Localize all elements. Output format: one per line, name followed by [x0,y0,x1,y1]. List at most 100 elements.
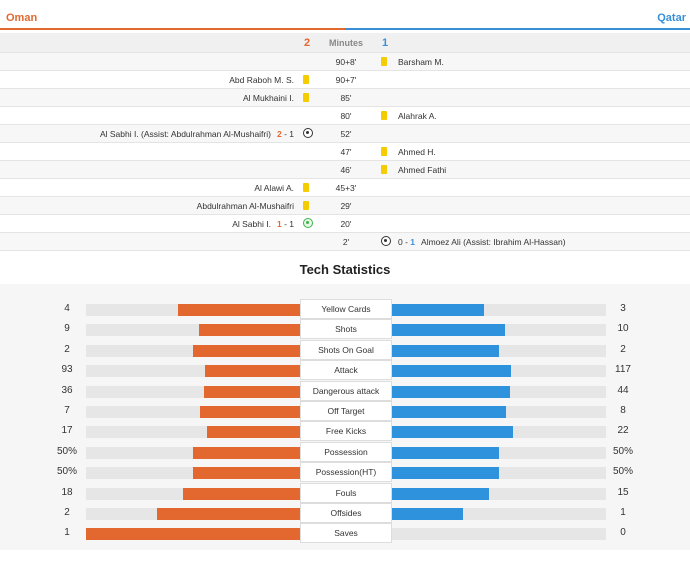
running-score: 0 - 1 [398,237,415,247]
home-stat-bar [183,487,300,500]
goal-ball-icon [303,128,313,138]
stat-row: 50% Possession 50% [0,441,690,462]
player-name[interactable]: Al Sabhi I. [232,219,271,229]
stat-label: Fouls [300,482,392,503]
player-name[interactable]: Al Mukhaini I. [242,93,294,103]
event-minute: 45+3' [335,183,357,193]
away-stat-track [392,528,606,541]
away-event-player[interactable]: Ahmed H. [398,147,436,157]
home-stat-track [86,528,300,541]
event-minute: 52' [340,129,352,139]
home-event-player[interactable]: Al Mukhaini I. [243,93,294,103]
home-stat-bar [177,304,300,316]
away-final-score: 1 [382,37,389,49]
player-name[interactable]: Abdulrahman Al-Mushaifri [196,201,294,211]
yellow-card-icon [381,111,387,120]
events-header: 2 Minutes 1 [0,33,690,53]
player-name[interactable]: Alahrak A. [398,111,437,121]
event-row: 46' Ahmed Fathi [0,161,690,179]
player-name[interactable]: Barsham M. [398,57,444,67]
stat-label: Saves [300,523,392,544]
away-stat-value: 3 [620,303,626,314]
running-score-home: 0 [398,237,403,247]
event-minute: 2' [342,237,350,247]
event-row: 80' Alahrak A. [0,107,690,125]
event-row: 2' 0 - 1 Almoez Ali (Assist: Ibrahim Al-Ha… [0,233,690,251]
home-event-icon-slot [303,93,309,104]
match-events-list: 2 Minutes 1 90+8' Barsham M. 90+7' Abd Rabo… [0,33,690,251]
away-stat-bar [392,487,490,500]
goal-ball-icon [381,236,391,246]
player-name[interactable]: Ahmed Fathi [398,165,447,175]
away-event-player[interactable]: Barsham M. [398,57,444,67]
away-stat-bar [392,508,464,520]
away-event-icon-slot [381,236,391,249]
home-stat-value: 7 [64,405,70,416]
away-team-underline [345,28,690,30]
yellow-card-icon [381,57,387,66]
home-stat-track [86,508,300,520]
home-event-player[interactable]: Al Sabhi I. 1 - 1 [232,219,294,229]
home-event-player[interactable]: Al Alawi A. [254,183,294,193]
event-minute: 29' [340,201,352,211]
home-event-player[interactable]: Abdulrahman Al-Mushaifri [197,201,294,211]
home-stat-bar [198,324,300,337]
stat-label: Attack [300,360,392,381]
away-stat-bar [392,365,512,378]
stat-label: Dangerous attack [300,380,392,401]
away-stat-value: 2 [620,343,626,355]
home-event-icon-slot [303,201,309,212]
running-score-home: 1 [276,219,282,229]
away-stat-track [392,365,606,378]
home-stat-bar [193,446,300,459]
minutes-header: Minutes [328,38,363,48]
away-team-name[interactable]: Qatar [657,12,686,24]
home-stat-value: 17 [61,425,73,437]
event-row: 85' Al Mukhaini I. [0,89,690,107]
stat-label: Possession [300,441,392,462]
player-name[interactable]: Al Alawi A. [254,183,294,193]
stat-label: Free Kicks [300,421,392,442]
home-stat-bar [86,528,300,541]
away-stat-bar [392,304,484,316]
home-stat-bar [193,344,300,357]
away-event-player[interactable]: 0 - 1 Almoez Ali (Assist: Ibrahim Al-Hass… [398,237,566,247]
stat-row: 50% Possession(HT) 50% [0,461,690,483]
team-header: Oman Qatar [0,0,690,30]
event-row: 20' Al Sabhi I. 1 - 1 [0,215,690,233]
away-event-player[interactable]: Alahrak A. [398,111,437,121]
yellow-card-icon [381,165,387,174]
player-name[interactable]: Al Sabhi I. (Assist: Abdulrahman Al-Mush… [99,129,271,139]
away-stat-value: 8 [620,405,626,416]
home-team-name[interactable]: Oman [6,12,38,24]
home-event-icon-slot [303,183,309,194]
away-event-icon-slot [381,147,387,158]
stat-label: Off Target [300,401,392,421]
yellow-card-icon [303,93,309,102]
home-stat-track [86,385,300,398]
away-event-player[interactable]: Ahmed Fathi [398,165,446,175]
running-score-home: 2 [276,129,282,139]
home-stat-track [86,426,300,439]
home-stat-track [86,406,300,418]
away-stat-value: 44 [617,384,629,396]
home-stat-value: 36 [61,384,73,396]
away-stat-value: 15 [617,486,629,498]
home-event-player[interactable]: Abd Raboh M. S. [229,75,294,85]
away-stat-track [392,487,606,500]
running-score-away: 1 [289,129,294,139]
player-name[interactable]: Abd Raboh M. S. [229,75,294,85]
player-name[interactable]: Almoez Ali (Assist: Ibrahim Al-Hassan) [421,237,566,247]
home-stat-track [86,487,300,500]
home-event-icon-slot [303,75,309,86]
home-stat-value: 4 [64,303,70,314]
home-event-player[interactable]: Al Sabhi I. (Assist: Abdulrahman Al-Mush… [100,129,294,139]
stat-row: 9 Shots 10 [0,318,690,340]
yellow-card-icon [303,201,309,210]
player-name[interactable]: Ahmed H. [398,147,436,157]
stat-row: 17 Free Kicks 22 [0,420,690,442]
away-stat-track [392,508,606,520]
running-score-separator: - [402,237,411,247]
home-stat-bar [205,365,300,378]
away-stat-track [392,324,606,337]
